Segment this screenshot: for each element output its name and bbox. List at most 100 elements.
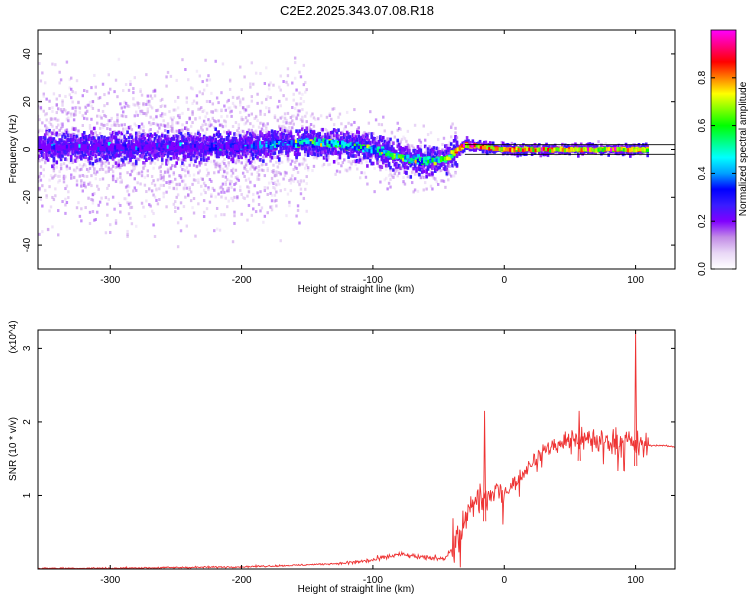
spectrogram-cell <box>403 148 407 152</box>
spectrogram-cell <box>67 196 70 200</box>
spectrogram-cell <box>199 157 203 162</box>
spectrogram-cell <box>276 171 280 175</box>
spectrogram-cell <box>337 134 340 139</box>
spectrogram-cell <box>286 130 290 134</box>
spectrogram-cell <box>253 160 256 164</box>
spectrogram-cell <box>379 168 382 172</box>
spectrogram-cell <box>227 163 230 167</box>
spectrogram-cell <box>148 121 151 125</box>
spectrogram-cell <box>204 136 207 140</box>
spectrogram-cell <box>316 148 320 153</box>
spectrogram-cell <box>172 130 176 134</box>
spectrogram-cell <box>321 127 324 132</box>
spectrogram-cell <box>103 161 106 165</box>
spectrogram-cell <box>211 186 215 190</box>
spectrogram-cell <box>283 126 287 130</box>
spectrogram-cell <box>45 156 48 161</box>
spectrogram-cell <box>272 131 275 135</box>
spectrogram-cell <box>241 152 245 156</box>
spectrogram-cell <box>253 167 256 171</box>
spectrogram-cell <box>135 110 138 114</box>
spectrogram-cell <box>393 162 397 167</box>
spectrogram-cell <box>156 178 160 182</box>
spectrogram-cell <box>276 155 280 160</box>
spectrogram-cell <box>250 95 254 99</box>
spectrogram-cell <box>176 206 180 210</box>
spectrogram-cell <box>126 189 129 193</box>
spectrogram-cell <box>236 175 239 179</box>
spectrogram-cell <box>145 113 148 117</box>
spectrogram-cell <box>150 157 154 162</box>
spectrogram-cell <box>45 97 48 101</box>
spectrogram-cell <box>152 166 155 170</box>
spectrogram-cell <box>250 99 254 103</box>
spectrogram-cell <box>130 133 134 137</box>
spectrogram-cell <box>220 151 223 155</box>
spectrogram-cell <box>166 134 170 139</box>
spectrogram-cell <box>210 194 213 198</box>
spectrogram-cell <box>64 203 67 207</box>
spectrogram-cell <box>399 164 402 168</box>
spectrogram-cell <box>124 137 128 142</box>
spectrogram-cell <box>152 148 155 152</box>
spectrogram-cell <box>210 110 213 114</box>
spectrogram-cell <box>381 135 385 140</box>
spectrogram-cell <box>331 135 334 139</box>
spectrogram-cell <box>68 78 71 82</box>
spectrogram-cell <box>84 111 87 115</box>
spectrogram-cell <box>200 106 203 110</box>
spectrogram-cell <box>267 110 271 114</box>
spectrogram-cell <box>370 161 374 166</box>
spectrogram-cell <box>337 156 340 160</box>
spectrogram-cell <box>184 133 187 137</box>
spectrogram-cell <box>88 221 92 225</box>
spectrogram-cell <box>69 158 73 163</box>
spectrogram-cell <box>69 154 73 159</box>
spectrogram-cell <box>363 171 366 175</box>
spectrogram-cell <box>85 149 89 154</box>
spectrogram-cell <box>237 158 241 162</box>
spectrogram-cell <box>270 193 274 197</box>
spectrogram-cell <box>192 139 196 144</box>
spectrogram-cell <box>126 229 129 233</box>
spectrogram-cell <box>337 150 340 155</box>
spectrogram-cell <box>344 138 348 143</box>
spectrogram-cell <box>142 132 145 137</box>
spectrogram-cell <box>174 209 177 213</box>
spectrogram-cell <box>321 131 324 135</box>
spectrogram-cell <box>392 147 395 151</box>
spectrogram-cell <box>263 137 267 142</box>
spectrogram-cell <box>421 174 424 178</box>
spectrogram-cell <box>204 115 207 119</box>
spectrogram-cell <box>54 173 57 177</box>
spectrogram-cell <box>122 89 125 93</box>
spectrogram-cell <box>272 151 275 156</box>
spectrogram-cell <box>120 141 123 145</box>
spectrogram-cell <box>259 134 262 138</box>
spectrogram-cell <box>291 106 294 110</box>
spectrogram-cell <box>129 125 132 129</box>
spectrogram-cell <box>186 131 190 136</box>
spectrogram-cell <box>264 154 268 158</box>
spectrogram-cell <box>201 80 204 84</box>
spectrogram-cell <box>306 150 310 154</box>
spectrogram-cell <box>51 176 54 180</box>
spectrogram-cell <box>267 149 271 153</box>
spectrogram-cell <box>166 152 170 156</box>
spectrogram-cell <box>98 126 102 130</box>
spectrogram-cell <box>301 162 304 166</box>
spectrogram-cell <box>422 169 426 174</box>
spectrogram-cell <box>264 134 268 139</box>
spectrogram-cell <box>204 142 207 147</box>
spectrogram-cell <box>266 95 269 99</box>
spectrogram-cell <box>54 139 57 144</box>
spectrogram-cell <box>429 164 433 169</box>
spectrogram-cell <box>54 132 57 136</box>
spectrogram-cell <box>230 169 233 173</box>
spectrogram-cell <box>123 163 126 167</box>
spectrogram-cell <box>93 167 96 171</box>
spectrogram-cell <box>348 166 352 170</box>
spectrogram-cell <box>316 153 320 157</box>
spectrogram-cell <box>38 154 41 158</box>
spectrogram-cell <box>266 150 269 154</box>
